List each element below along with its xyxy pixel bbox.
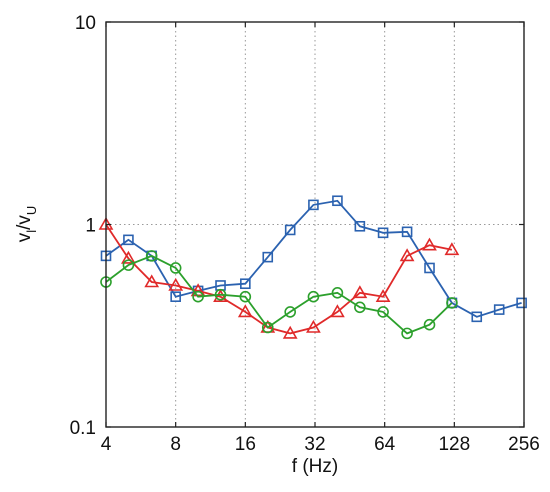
data-point-square — [354, 220, 366, 232]
data-point-circle — [145, 250, 158, 262]
data-point-square — [471, 311, 483, 323]
tick-labels: 4 8 16 32 64 128 256 0.1 1 10 — [70, 13, 540, 455]
y-axis-title-sub-1: l — [24, 230, 39, 233]
data-point-triangle — [144, 274, 160, 288]
data-point-square — [308, 199, 319, 211]
x-tick-label: 16 — [235, 434, 256, 455]
series-line-circle — [105, 254, 453, 335]
data-point-circle — [122, 259, 135, 271]
data-point-square — [377, 227, 389, 239]
data-point-square — [284, 224, 296, 236]
data-point-circle — [192, 290, 204, 303]
data-point-square — [240, 278, 251, 290]
data-point-circle — [284, 306, 296, 318]
data-point-square — [123, 234, 134, 246]
x-tick-label: 64 — [374, 434, 396, 455]
y-axis-title: vl/vU — [14, 206, 39, 243]
data-point-triangle — [422, 237, 437, 251]
y-axis-title-main-1: v — [14, 232, 35, 242]
data-point-square — [170, 291, 181, 303]
data-point-square — [493, 304, 505, 315]
series-line-triangle — [105, 224, 453, 335]
data-point-triangle — [306, 319, 321, 333]
series-layer — [98, 195, 527, 340]
data-point-circle — [377, 306, 389, 318]
data-point-triangle — [444, 242, 460, 256]
data-point-square — [401, 226, 413, 238]
series-circle — [100, 250, 458, 340]
x-tick-label: 256 — [508, 434, 540, 455]
y-tick-label: 10 — [75, 13, 96, 34]
data-point-circle — [307, 290, 320, 303]
data-point-circle — [423, 318, 436, 331]
data-point-square — [262, 251, 274, 263]
tick-layer — [105, 21, 525, 428]
data-point-triangle — [282, 325, 298, 339]
data-point-triangle — [213, 289, 228, 303]
y-tick-label: 0.1 — [70, 418, 96, 439]
data-point-circle — [401, 327, 413, 340]
data-point-triangle — [168, 277, 184, 291]
y-axis-title-sub-2: U — [24, 206, 39, 215]
data-point-circle — [354, 301, 366, 314]
data-point-circle — [446, 297, 458, 309]
data-point-triangle — [375, 289, 391, 303]
y-tick-label: 1 — [85, 216, 96, 237]
data-point-circle — [169, 262, 182, 274]
data-point-square — [424, 262, 435, 274]
data-point-circle — [261, 321, 274, 334]
data-point-circle — [331, 286, 344, 299]
x-tick-label: 32 — [304, 434, 325, 455]
data-point-triangle — [352, 285, 368, 299]
x-tick-label: 128 — [438, 434, 470, 455]
data-point-triangle — [121, 250, 136, 264]
y-axis-title-main-2: v — [14, 215, 35, 225]
data-point-triangle — [330, 304, 345, 318]
data-point-circle — [214, 288, 227, 301]
series-triangle — [98, 216, 460, 339]
data-point-square — [516, 297, 527, 309]
x-axis-title: f (Hz) — [292, 456, 338, 477]
data-point-triangle — [237, 304, 253, 318]
data-point-square — [332, 195, 343, 207]
x-tick-label: 8 — [170, 434, 181, 455]
grid — [106, 22, 524, 427]
y-axis-title-slash: / — [14, 224, 35, 230]
data-point-circle — [239, 290, 252, 303]
data-point-triangle — [399, 248, 415, 262]
x-tick-label: 4 — [101, 434, 112, 455]
